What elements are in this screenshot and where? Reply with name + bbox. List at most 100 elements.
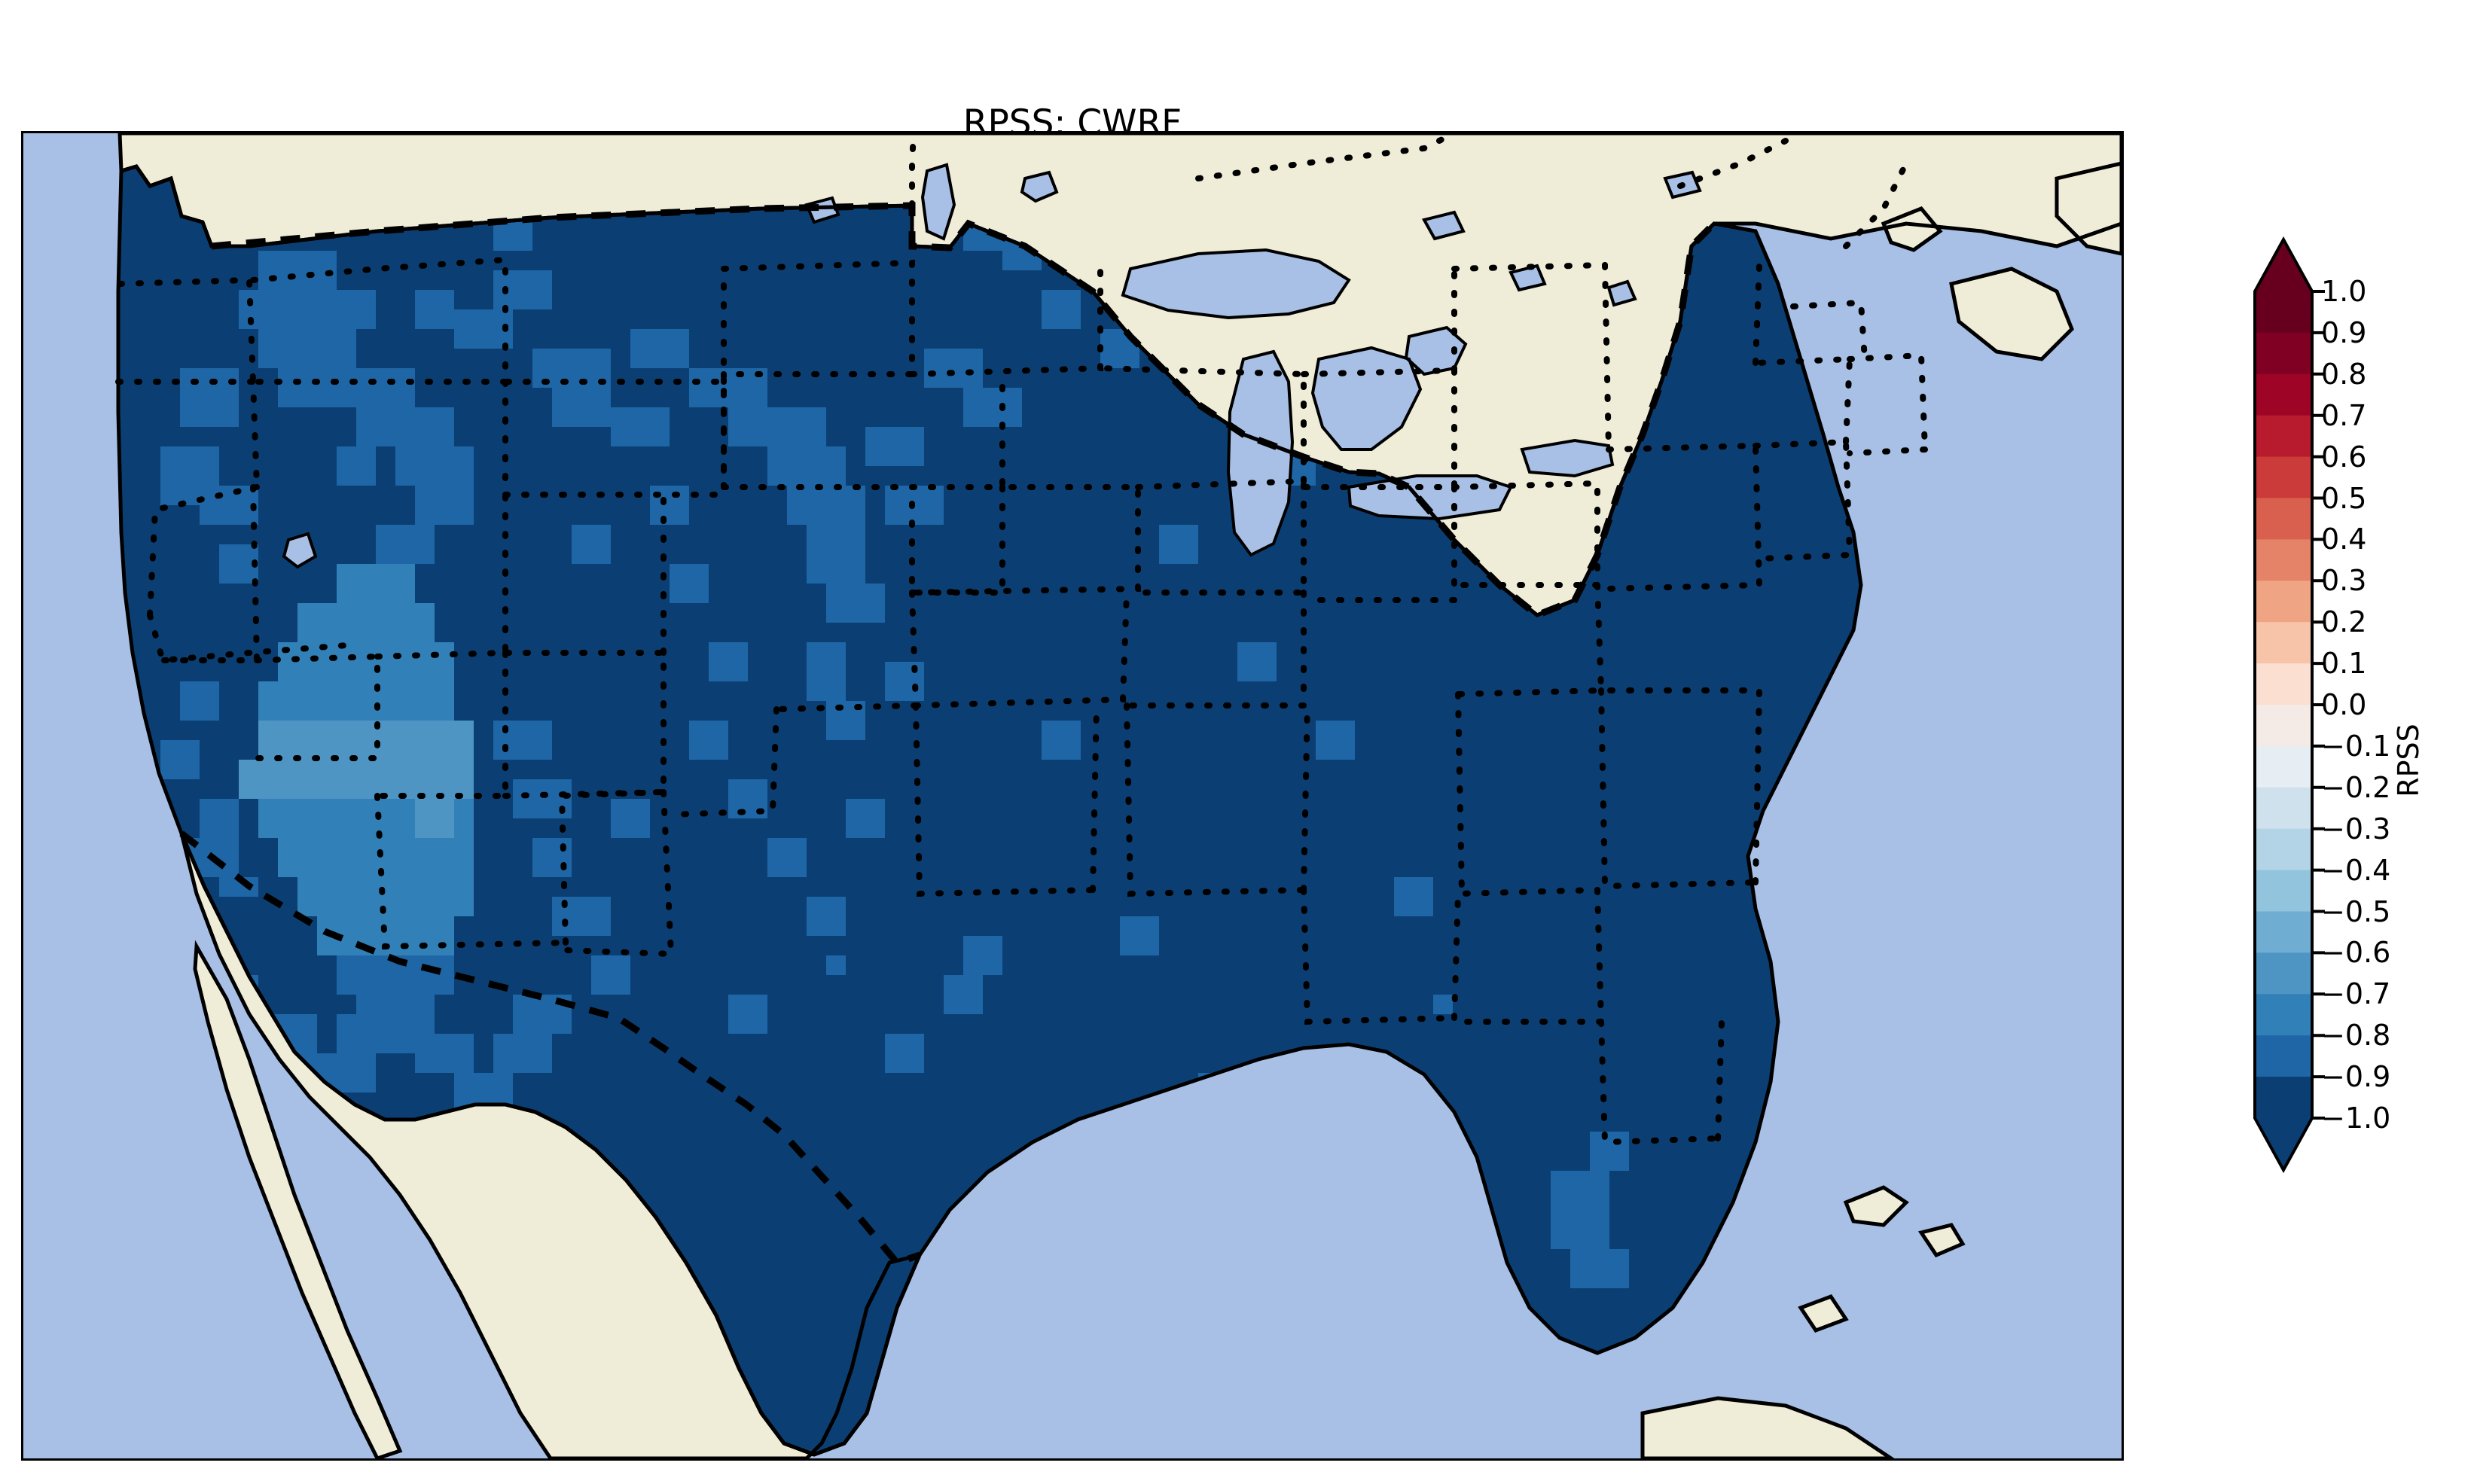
data-cell xyxy=(552,897,611,936)
data-cell xyxy=(180,681,219,721)
data-cell xyxy=(630,329,689,368)
data-cell xyxy=(689,368,767,407)
data-cell xyxy=(180,368,239,427)
data-cell xyxy=(1120,916,1159,955)
data-cell xyxy=(1042,290,1081,329)
borders-layer xyxy=(115,133,2122,1458)
colorbar-tick-label: −0.1 xyxy=(2321,729,2391,763)
colorbar-tick-label: −0.3 xyxy=(2321,812,2391,846)
data-cell xyxy=(258,681,454,721)
data-cell xyxy=(200,799,239,838)
colorbar-tick-label: 0.8 xyxy=(2321,357,2367,391)
colorbar-tick-label: 0.0 xyxy=(2321,688,2367,721)
colorbar-tick-label: 0.9 xyxy=(2321,315,2367,349)
data-cell xyxy=(200,486,258,525)
colorbar-tick-label: 0.1 xyxy=(2321,647,2367,681)
data-cell xyxy=(963,936,1002,975)
rpss-choropleth-map xyxy=(23,133,2122,1458)
colorbar-swatches xyxy=(2253,236,2325,1174)
data-cell xyxy=(1042,721,1081,760)
data-cell xyxy=(337,1014,415,1053)
data-cell xyxy=(239,290,376,329)
colorbar-tick-label: 0.3 xyxy=(2321,564,2367,598)
data-cell xyxy=(532,838,572,877)
data-cell xyxy=(337,446,376,486)
data-cell xyxy=(787,486,865,525)
data-cell xyxy=(807,897,846,936)
data-cell xyxy=(278,838,474,877)
data-cell xyxy=(728,995,767,1034)
data-cell xyxy=(356,407,454,446)
data-cell xyxy=(807,642,846,701)
data-cell xyxy=(767,446,846,486)
data-cell xyxy=(258,721,474,760)
colorbar-tick-label: 0.4 xyxy=(2321,523,2367,556)
data-cell xyxy=(865,427,924,466)
data-cell xyxy=(846,799,885,838)
map-axes[interactable] xyxy=(21,131,2124,1461)
data-cell xyxy=(826,955,846,975)
data-cell xyxy=(611,799,650,838)
data-cell xyxy=(160,740,200,779)
colorbar-tick-label: 0.5 xyxy=(2321,481,2367,515)
land-outside-domain xyxy=(120,133,2122,1458)
data-cell xyxy=(258,329,356,368)
colorbar-tick-label: −0.9 xyxy=(2321,1060,2391,1094)
colorbar-tick-label: 0.7 xyxy=(2321,398,2367,432)
colorbar[interactable]: 1.0 0.9 0.8 0.7 0.6 0.5 0.4 0.3 0.2 0.1 0.0 −0.1 −0.… xyxy=(2249,226,2474,1295)
data-cell xyxy=(885,1034,924,1073)
data-cell xyxy=(376,740,435,799)
colorbar-tick-label: −0.7 xyxy=(2321,977,2391,1011)
data-cell xyxy=(258,251,337,290)
data-cell xyxy=(767,838,807,877)
data-cell xyxy=(1316,721,1355,760)
colorbar-tick-label: −1.0 xyxy=(2321,1102,2391,1135)
data-cell xyxy=(1590,1132,1629,1171)
colorbar-tick-label: −0.8 xyxy=(2321,1019,2391,1053)
data-cell xyxy=(395,446,474,486)
data-cell xyxy=(944,975,983,1014)
data-cell xyxy=(415,799,454,838)
colorbar-tick-label: −0.5 xyxy=(2321,894,2391,928)
data-cell xyxy=(650,486,689,525)
data-cell xyxy=(709,642,748,681)
data-cell xyxy=(591,955,630,995)
data-cell xyxy=(552,388,611,427)
data-cell xyxy=(572,525,611,564)
data-cell xyxy=(885,662,924,701)
data-cell xyxy=(807,525,865,584)
data-cell xyxy=(278,368,337,407)
data-cell xyxy=(1237,642,1277,681)
data-cell xyxy=(337,564,415,603)
data-cell xyxy=(493,270,552,309)
data-cell xyxy=(689,721,728,760)
data-cell-base xyxy=(118,166,1861,1455)
data-cell xyxy=(1433,995,1453,1014)
colorbar-tick-label: −0.2 xyxy=(2321,770,2391,804)
data-cell xyxy=(493,721,552,760)
data-cell xyxy=(1551,1210,1609,1249)
data-cell xyxy=(376,975,435,1014)
colorbar-tick-label: −0.4 xyxy=(2321,853,2391,887)
data-cell xyxy=(1394,877,1433,916)
data-cell xyxy=(963,388,1022,427)
data-cell xyxy=(297,603,435,642)
colorbar-axis-label: RPSS xyxy=(2392,724,2425,797)
colorbar-tick-label: 0.2 xyxy=(2321,605,2367,639)
data-cell xyxy=(415,486,474,525)
data-cell xyxy=(924,349,983,388)
data-cell xyxy=(376,525,435,564)
data-cell xyxy=(337,368,415,407)
data-cell xyxy=(415,1034,474,1073)
data-cell xyxy=(493,1034,552,1073)
data-cell xyxy=(415,290,454,329)
data-cell xyxy=(611,407,670,446)
colorbar-tick-label: 0.6 xyxy=(2321,440,2367,474)
data-cell xyxy=(1551,1171,1609,1210)
data-cell xyxy=(1570,1249,1629,1288)
data-cell xyxy=(1159,525,1198,564)
data-cell xyxy=(728,407,826,446)
colorbar-tick-label: 1.0 xyxy=(2321,275,2367,308)
data-cell xyxy=(670,564,709,603)
colorbar-tick-label: −0.6 xyxy=(2321,936,2391,970)
